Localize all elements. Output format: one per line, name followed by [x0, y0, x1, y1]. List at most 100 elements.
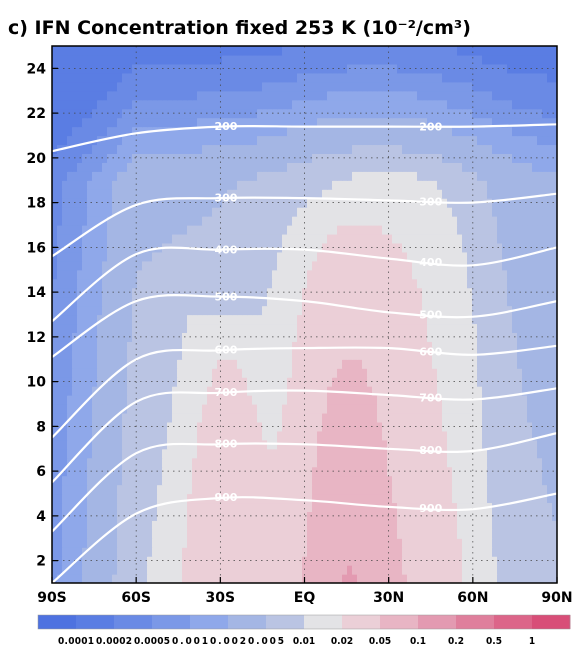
field-cell [397, 430, 403, 441]
field-cell [432, 493, 438, 504]
field-cell [432, 565, 438, 575]
field-cell [362, 153, 368, 163]
field-cell [442, 538, 448, 548]
field-cell [402, 305, 408, 316]
field-cell [417, 556, 423, 566]
field-cell [512, 368, 518, 378]
field-cell [332, 269, 338, 280]
field-cell [102, 162, 108, 172]
field-cell [372, 412, 378, 423]
field-cell [212, 538, 218, 548]
field-cell [177, 359, 183, 369]
field-cell [172, 350, 178, 360]
field-cell [237, 520, 243, 530]
field-cell [547, 198, 553, 208]
field-cell [262, 144, 268, 154]
field-cell [342, 180, 348, 190]
field-cell [132, 180, 138, 190]
field-cell [97, 511, 103, 521]
field-cell [112, 242, 118, 253]
field-cell [132, 520, 138, 530]
field-cell [337, 377, 343, 387]
field-cell [387, 538, 393, 548]
field-cell [467, 475, 473, 486]
field-cell [192, 529, 198, 539]
field-cell [407, 350, 413, 360]
field-cell [362, 574, 368, 583]
field-cell [197, 314, 203, 325]
field-cell [402, 448, 408, 459]
field-cell [542, 153, 548, 163]
field-cell [397, 493, 403, 504]
field-cell [67, 574, 73, 583]
field-cell [342, 278, 348, 289]
field-cell [167, 296, 173, 307]
field-cell [132, 457, 138, 468]
field-cell [317, 180, 323, 190]
field-cell [247, 412, 253, 423]
field-cell [442, 350, 448, 360]
field-cell [72, 305, 78, 316]
field-cell [292, 180, 298, 190]
field-cell [57, 511, 63, 521]
field-cell [347, 305, 353, 316]
field-cell [482, 395, 488, 405]
field-cell [222, 395, 228, 405]
field-cell [307, 466, 313, 477]
field-cell [87, 305, 93, 316]
field-cell [357, 466, 363, 477]
field-cell [132, 404, 138, 414]
field-cell [452, 404, 458, 414]
field-cell [462, 439, 468, 450]
field-cell [322, 153, 328, 163]
field-cell [532, 484, 538, 495]
field-cell [212, 332, 218, 342]
field-cell [452, 493, 458, 504]
field-cell [82, 278, 88, 289]
field-cell [392, 162, 398, 172]
field-cell [82, 475, 88, 486]
field-cell [422, 216, 428, 226]
field-cell [337, 171, 343, 181]
field-cell [487, 404, 493, 414]
field-cell [357, 421, 363, 432]
field-cell [472, 332, 478, 342]
field-cell [122, 233, 128, 244]
field-cell [327, 305, 333, 316]
field-cell [72, 484, 78, 495]
field-cell [417, 251, 423, 262]
field-cell [252, 135, 258, 146]
field-cell [452, 305, 458, 316]
field-cell [222, 153, 228, 163]
field-cell [192, 189, 198, 199]
field-cell [327, 421, 333, 432]
field-cell [252, 233, 258, 244]
field-cell [317, 153, 323, 163]
field-cell [112, 377, 118, 387]
field-cell [502, 323, 508, 333]
field-cell [382, 466, 388, 477]
field-cell [462, 484, 468, 495]
field-cell [462, 359, 468, 369]
field-cell [502, 269, 508, 280]
field-cell [142, 207, 148, 217]
field-cell [437, 287, 443, 298]
field-cell [402, 457, 408, 468]
field-cell [337, 520, 343, 530]
field-cell [442, 359, 448, 369]
field-cell [377, 493, 383, 504]
field-cell [282, 502, 288, 512]
field-cell [207, 135, 213, 146]
field-cell [72, 314, 78, 325]
field-cell [292, 448, 298, 459]
field-cell [62, 421, 68, 432]
field-cell [417, 171, 423, 181]
field-cell [317, 448, 323, 459]
field-cell [402, 341, 408, 351]
field-cell [182, 368, 188, 378]
field-cell [492, 421, 498, 432]
field-cell [152, 493, 158, 504]
field-cell [442, 475, 448, 486]
field-cell [267, 538, 273, 548]
field-cell [87, 484, 93, 495]
